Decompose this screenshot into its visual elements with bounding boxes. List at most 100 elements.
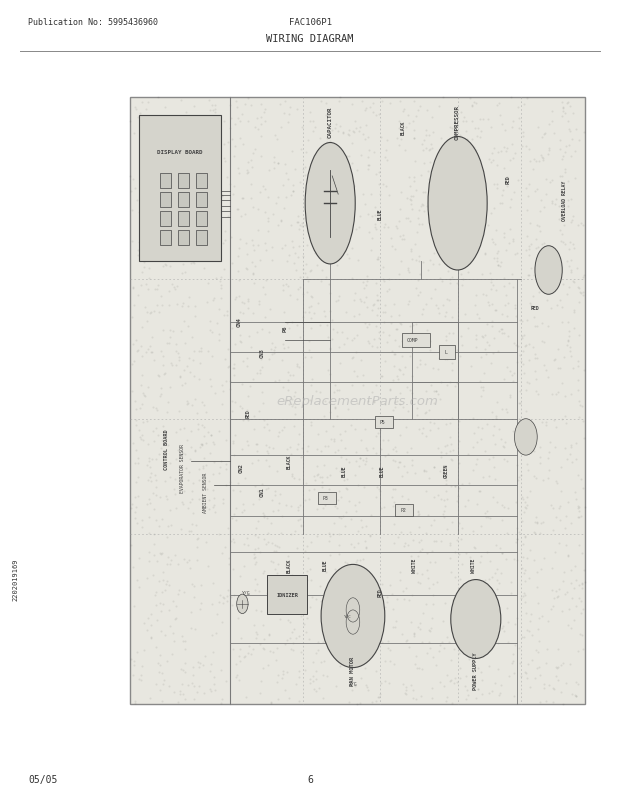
Point xyxy=(262,587,272,600)
Point xyxy=(210,505,220,518)
Point xyxy=(176,196,186,209)
Point xyxy=(441,418,451,431)
Point xyxy=(293,217,303,229)
Point xyxy=(423,165,433,178)
Point xyxy=(308,656,318,669)
Point xyxy=(355,211,365,224)
Point xyxy=(330,401,340,414)
Point xyxy=(327,334,337,346)
Point xyxy=(241,691,250,703)
Point xyxy=(494,689,504,702)
Point xyxy=(130,182,140,195)
Point xyxy=(519,630,529,643)
Point xyxy=(247,161,257,174)
Point xyxy=(349,193,359,206)
Point xyxy=(371,379,381,392)
Point xyxy=(138,429,148,442)
Point xyxy=(414,213,423,225)
Point xyxy=(368,442,378,455)
Point xyxy=(378,306,388,318)
Point xyxy=(394,139,404,152)
Point xyxy=(543,452,553,465)
Point xyxy=(296,143,306,156)
Point xyxy=(134,236,144,249)
Point xyxy=(424,403,434,416)
Point xyxy=(355,452,365,465)
Point xyxy=(262,445,272,458)
Point xyxy=(399,593,409,606)
Point xyxy=(229,140,239,153)
Point xyxy=(259,415,269,427)
Point xyxy=(314,319,324,332)
Point xyxy=(218,237,228,250)
Point xyxy=(206,429,216,442)
Point xyxy=(166,519,175,532)
Point xyxy=(471,329,481,342)
Point xyxy=(200,129,210,142)
Point xyxy=(222,306,232,318)
Point xyxy=(278,284,288,297)
Point xyxy=(359,282,369,294)
Point xyxy=(419,464,429,477)
Point xyxy=(155,156,165,168)
Point xyxy=(440,440,450,453)
Point xyxy=(536,562,546,575)
Point xyxy=(417,427,427,439)
Point xyxy=(255,605,265,618)
Point xyxy=(385,654,395,667)
Point xyxy=(133,489,143,502)
Point xyxy=(361,455,371,468)
Point xyxy=(239,650,249,663)
Point xyxy=(195,493,205,506)
Point xyxy=(580,501,590,514)
Point xyxy=(381,601,391,614)
Point xyxy=(251,604,261,617)
Point xyxy=(259,642,268,654)
Point xyxy=(144,262,154,275)
Point xyxy=(571,600,581,613)
Point xyxy=(142,623,152,636)
Point xyxy=(363,335,373,348)
Point xyxy=(551,670,561,683)
Point xyxy=(162,116,172,129)
Point xyxy=(413,506,423,519)
Point xyxy=(552,300,562,313)
Point xyxy=(325,343,335,356)
Point xyxy=(347,683,357,696)
Point xyxy=(420,407,430,420)
Point xyxy=(421,386,431,399)
Point xyxy=(136,210,146,223)
Point xyxy=(179,484,189,497)
Point xyxy=(155,211,165,224)
Point xyxy=(418,465,428,478)
Text: BLACK: BLACK xyxy=(401,121,405,136)
Point xyxy=(348,630,358,643)
Point xyxy=(148,401,158,414)
Point xyxy=(180,448,190,461)
Point xyxy=(164,680,174,693)
Point xyxy=(171,501,181,514)
Point xyxy=(361,541,371,553)
Point xyxy=(371,665,381,678)
Point xyxy=(223,343,233,356)
Point xyxy=(302,612,312,625)
Point xyxy=(158,359,168,372)
Point xyxy=(319,153,329,166)
Point xyxy=(267,493,277,506)
Point xyxy=(287,626,297,638)
Point xyxy=(498,440,508,453)
Point xyxy=(379,275,389,288)
Point xyxy=(172,298,182,311)
Point xyxy=(141,278,151,291)
Point xyxy=(489,428,498,441)
Point xyxy=(435,272,445,285)
Point xyxy=(490,238,500,251)
Point xyxy=(374,326,384,339)
Point xyxy=(278,381,288,394)
Point xyxy=(480,511,490,524)
Point xyxy=(395,317,405,330)
Point xyxy=(362,612,372,625)
Text: CN1: CN1 xyxy=(259,487,265,496)
Point xyxy=(196,579,206,592)
Point xyxy=(329,192,339,205)
